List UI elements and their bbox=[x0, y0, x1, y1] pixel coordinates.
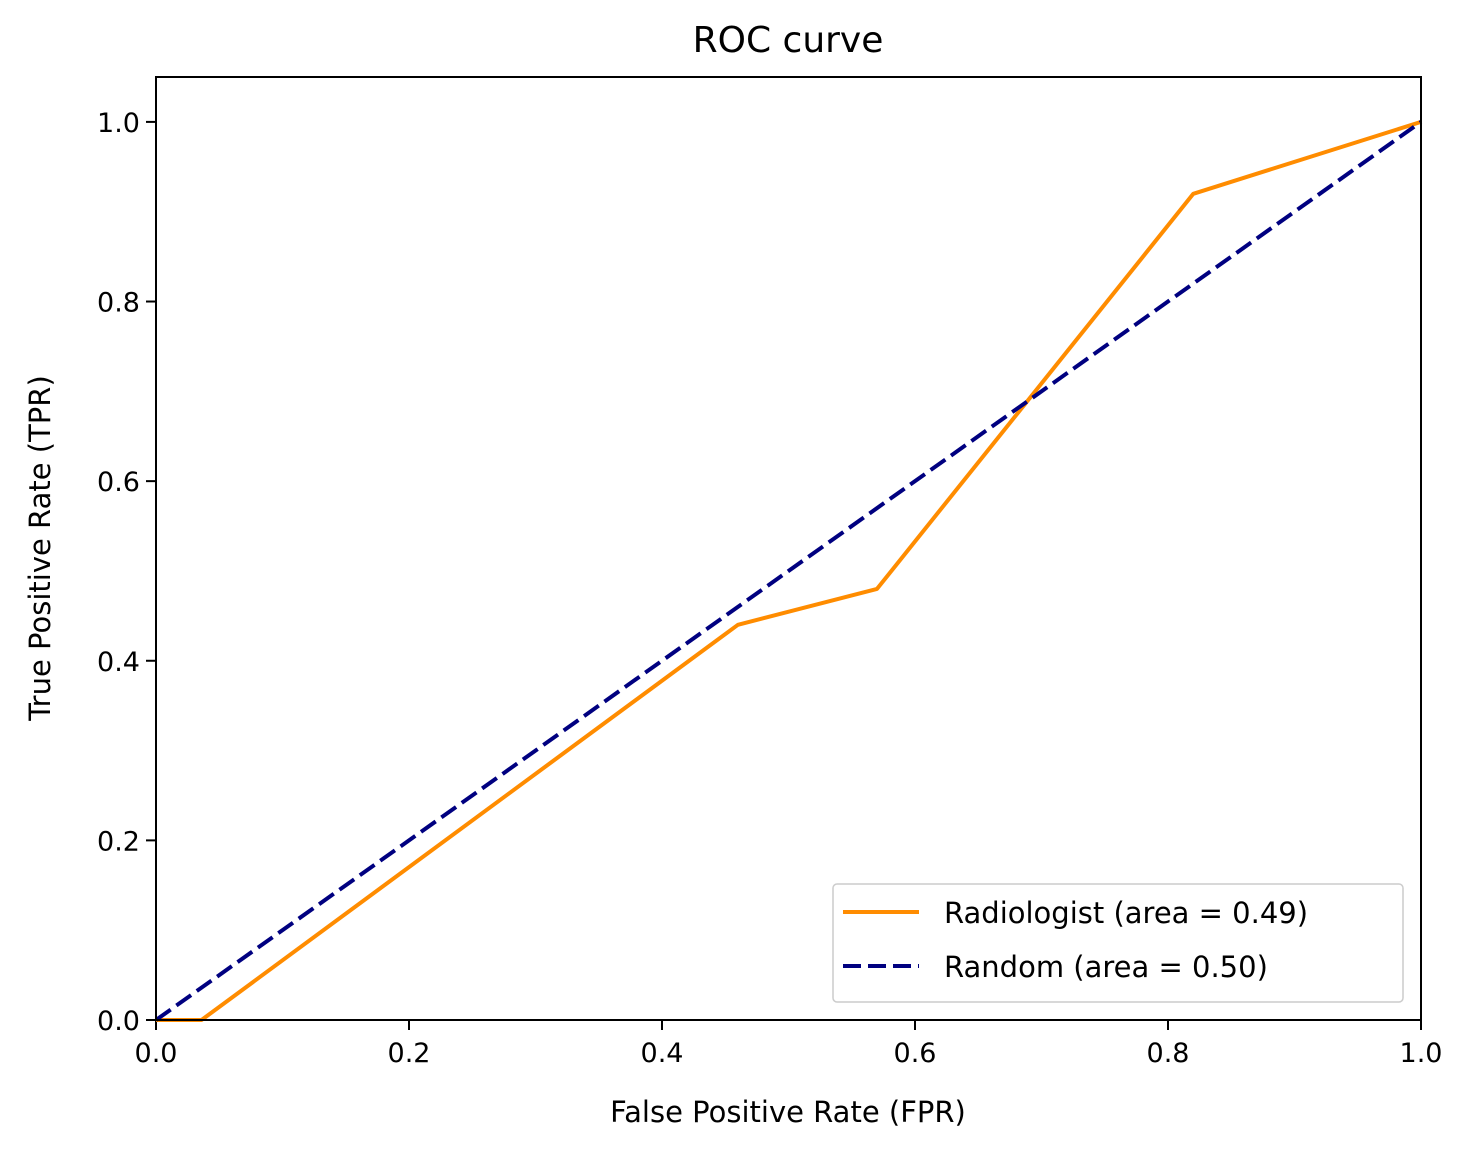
y-tick-label: 1.0 bbox=[97, 108, 140, 139]
y-tick-label: 0.0 bbox=[97, 1006, 140, 1037]
x-axis-label: False Positive Rate (FPR) bbox=[610, 1095, 966, 1129]
y-axis-label: True Positive Rate (TPR) bbox=[23, 375, 57, 722]
x-tick-label: 0.8 bbox=[1147, 1038, 1190, 1069]
y-tick-label: 0.8 bbox=[97, 288, 140, 319]
y-tick-label: 0.4 bbox=[97, 647, 140, 678]
series-line-random bbox=[154, 120, 1423, 1022]
chart-title: ROC curve bbox=[693, 20, 884, 61]
legend-label-random: Random (area = 0.50) bbox=[944, 950, 1268, 984]
plot-frame bbox=[155, 76, 1422, 1021]
x-tick-label: 0.2 bbox=[388, 1038, 431, 1069]
x-tick-label: 1.0 bbox=[1400, 1038, 1443, 1069]
axis-ticks: 0.0 0.2 0.4 0.6 0.8 1.0 0.0 0.2 0.4 0.6 0.8 1.0 bbox=[97, 108, 1442, 1069]
x-tick-label: 0.6 bbox=[894, 1038, 937, 1069]
x-tick-label: 0.0 bbox=[135, 1038, 178, 1069]
legend-box bbox=[832, 883, 1404, 1003]
legend: Radiologist (area = 0.49) Random (area =… bbox=[832, 883, 1404, 1003]
x-tick-label: 0.4 bbox=[641, 1038, 684, 1069]
y-tick-label: 0.6 bbox=[97, 467, 140, 498]
legend-label-radiologist: Radiologist (area = 0.49) bbox=[944, 896, 1308, 930]
y-tick-label: 0.2 bbox=[97, 826, 140, 857]
